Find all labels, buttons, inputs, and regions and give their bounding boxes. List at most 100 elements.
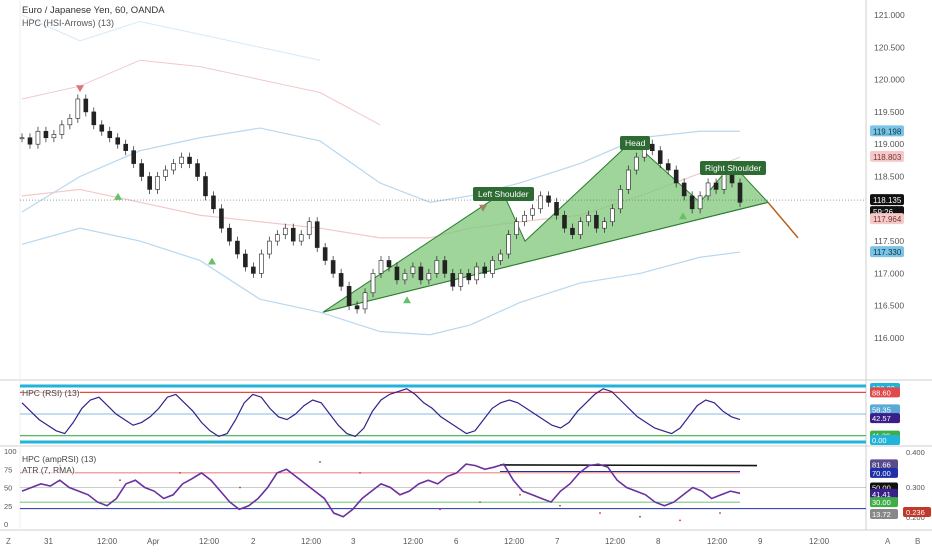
- candle-body: [227, 227, 232, 242]
- rsi-badge: [870, 404, 900, 415]
- candle-body: [330, 260, 336, 274]
- left-shoulder-label: Left Shoulder: [473, 187, 534, 201]
- candle-body: [83, 98, 89, 113]
- atr-dot: [399, 493, 401, 496]
- chart-title: Euro / Japanese Yen, 60, OANDA: [22, 5, 165, 16]
- sell-arrow-icon: [76, 85, 84, 93]
- price-badge: [870, 246, 904, 258]
- candle-body: [139, 163, 144, 177]
- candle-body: [546, 195, 551, 203]
- amp-left-tick: 0: [4, 520, 8, 529]
- log-scale-corner[interactable]: B: [915, 537, 921, 546]
- candle-body: [737, 182, 743, 203]
- candle-body: [179, 156, 184, 164]
- candle-body: [195, 163, 200, 177]
- amp-badge: [870, 488, 898, 499]
- right-shoulder-label: Right Shoulder: [700, 161, 767, 175]
- candle-body: [458, 273, 464, 287]
- time-tick-label: 12:00: [199, 537, 220, 546]
- atr-dot: [179, 472, 181, 474]
- candle-body: [251, 266, 256, 274]
- price-tick-label: 120.000: [874, 75, 905, 85]
- candle-body: [203, 176, 208, 197]
- candle-body: [123, 143, 129, 151]
- time-tick-label: 12:00: [504, 537, 525, 546]
- buy-arrow-icon: [114, 192, 122, 200]
- candle-body: [378, 260, 384, 274]
- time-tick-label: 12:00: [403, 537, 424, 546]
- amp-badge-label: 41.41: [872, 490, 891, 499]
- atr-tick: 0.200: [906, 513, 925, 522]
- time-tick-label: 3: [351, 537, 356, 546]
- atr-badge: [903, 507, 931, 517]
- price-tick-label: 116.500: [874, 301, 904, 311]
- candle-body: [466, 273, 472, 281]
- atr-dot: [639, 515, 641, 518]
- rsi-badge-label: 42.57: [872, 414, 891, 423]
- candle-body: [354, 305, 360, 310]
- candle-body: [51, 134, 57, 139]
- candle-body: [43, 130, 49, 139]
- atr-dot: [239, 486, 241, 489]
- sell-arrow-icon: [479, 204, 487, 212]
- buy-arrow-icon: [208, 257, 216, 265]
- amp-badge-label: 70.00: [872, 469, 891, 478]
- atr-badge-label: 0.236: [906, 508, 925, 517]
- amp-badge: [870, 497, 898, 508]
- rsi-line: [21, 388, 741, 438]
- candle-body: [322, 247, 328, 261]
- candle-body: [155, 176, 160, 190]
- zoom-corner[interactable]: Z: [6, 537, 11, 546]
- candle-body: [314, 221, 320, 248]
- candle-body: [482, 266, 488, 274]
- price-badge-label: 117.330: [873, 248, 902, 257]
- amp-badge: [870, 508, 898, 519]
- target-line: [767, 201, 799, 239]
- candle-body: [649, 143, 655, 151]
- candle-body: [147, 176, 152, 190]
- time-tick-label: 31: [44, 537, 53, 546]
- price-tick-label: 117.000: [874, 268, 904, 278]
- candle-body: [426, 273, 432, 281]
- candle-body: [346, 286, 352, 307]
- time-tick-label: 8: [656, 537, 661, 546]
- price-tick-label: 121.000: [874, 10, 905, 20]
- candle-body: [506, 234, 511, 255]
- price-tick-label: 119.500: [874, 107, 904, 117]
- time-tick-label: 2: [251, 537, 256, 546]
- lower-band: [21, 227, 741, 336]
- buy-arrow-icon: [679, 212, 687, 220]
- price-badge: [870, 194, 904, 206]
- candle-body: [490, 260, 495, 274]
- candle-body: [594, 214, 599, 229]
- time-tick-label: 12:00: [809, 537, 830, 546]
- atr-dot: [479, 501, 481, 503]
- candle-body: [298, 234, 304, 242]
- amp-left-tick: 100: [4, 447, 17, 456]
- atr-dot: [359, 472, 361, 474]
- candle-body: [602, 221, 607, 229]
- atr-dot: [119, 479, 121, 482]
- candle-body: [681, 182, 687, 197]
- candle-body: [522, 214, 527, 223]
- auto-scale-corner[interactable]: A: [885, 537, 891, 546]
- candle-body: [290, 227, 296, 242]
- atr-dot: [559, 504, 561, 507]
- outer-upper-band: [21, 14, 321, 61]
- candle-body: [410, 266, 416, 274]
- price-badge-label: 118.803: [873, 153, 902, 162]
- atr-pane-label: ATR (7, RMA): [22, 465, 75, 475]
- rsi-badge-label: 0.00: [872, 436, 887, 445]
- price-badge-label: 117.964: [873, 215, 902, 224]
- price-badge-label: 118.135: [873, 196, 902, 205]
- candle-body: [450, 273, 456, 287]
- candle-body: [163, 169, 168, 177]
- candle-body: [626, 169, 631, 190]
- time-tick-label: Apr: [147, 537, 160, 546]
- candle-body: [171, 163, 176, 171]
- candle-body: [59, 124, 65, 135]
- candle-body: [538, 195, 543, 210]
- price-badge-label: 119.198: [873, 127, 902, 136]
